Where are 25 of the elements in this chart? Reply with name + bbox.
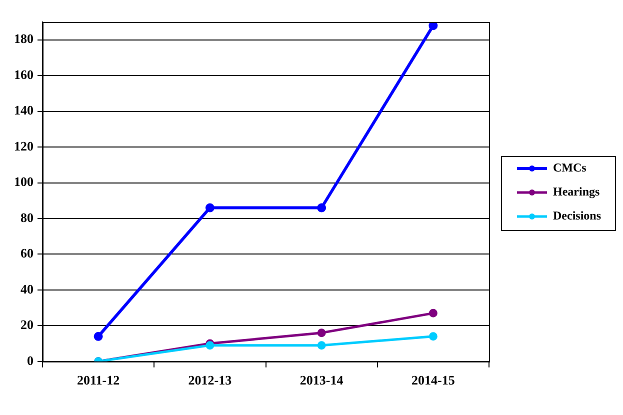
x-tick-label: 2011-12 <box>77 372 120 388</box>
y-tick-label: 60 <box>20 246 34 261</box>
point <box>205 203 214 212</box>
y-tick-label: 0 <box>27 352 34 368</box>
y-tick-label: 180 <box>14 31 34 46</box>
point <box>428 22 438 30</box>
legend-label: CMCs <box>553 160 587 175</box>
legend-label: Hearings <box>553 184 600 199</box>
legend-label: Decisions <box>553 208 602 223</box>
x-tick-label: 2012-13 <box>188 372 232 388</box>
point <box>428 332 438 341</box>
point <box>94 332 103 341</box>
y-tick-label: 100 <box>14 174 34 190</box>
y-tick-label: 160 <box>14 66 34 82</box>
y-tick-label: 140 <box>14 102 34 118</box>
point <box>317 203 326 212</box>
y-tick-label: 120 <box>14 138 34 154</box>
y-tick-label: 80 <box>20 210 34 225</box>
x-tick-label: 2014-15 <box>412 372 456 388</box>
y-tick-label: 40 <box>20 281 34 296</box>
point <box>317 341 326 350</box>
x-tick-label: 2013-14 <box>300 372 344 388</box>
y-tick-label: 20 <box>20 317 34 332</box>
point <box>317 328 326 338</box>
point <box>428 308 438 318</box>
